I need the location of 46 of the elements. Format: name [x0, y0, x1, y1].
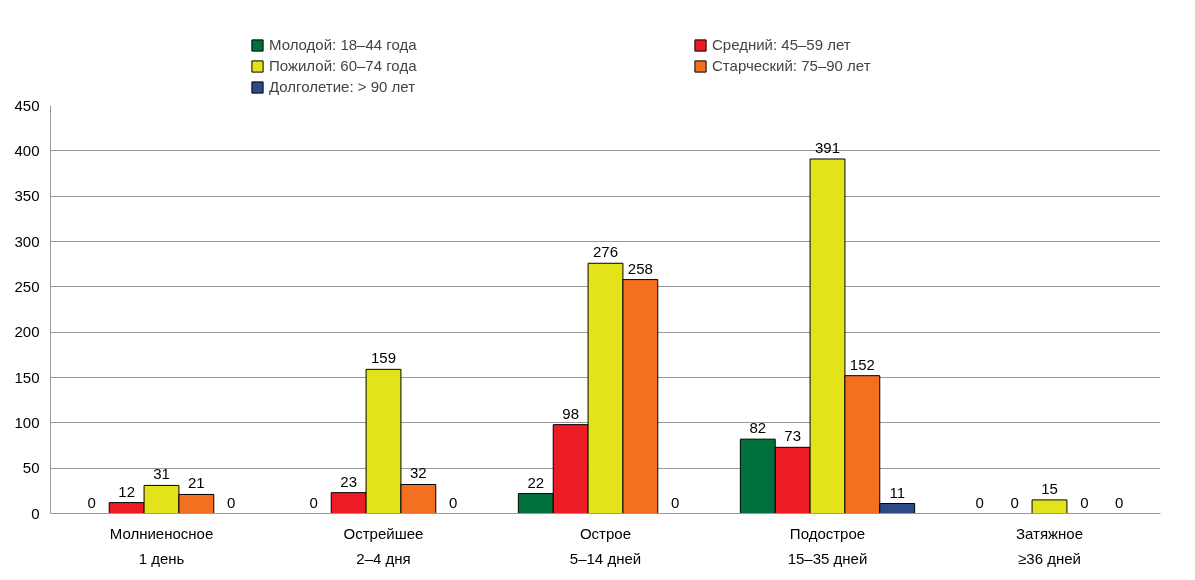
bar [1031, 499, 1068, 514]
y-tick-label: 50 [22, 459, 40, 477]
y-tick-label: 350 [14, 187, 40, 205]
data-label: 258 [627, 259, 653, 277]
y-tick-label: 300 [14, 232, 40, 250]
data-label: 391 [814, 138, 841, 156]
legend-label: Старческий: 75–90 лет [712, 57, 872, 74]
x-tick-label: Затяжное ≥36 дней [1015, 524, 1084, 567]
data-label: 0 [1080, 493, 1089, 511]
data-label: 0 [227, 493, 236, 511]
data-label: 73 [784, 427, 801, 445]
x-tick-label: Молниеносное 1 день [109, 524, 214, 567]
data-label: 22 [527, 473, 545, 491]
data-label: 276 [592, 243, 619, 261]
data-label: 152 [849, 355, 875, 373]
data-label: 82 [749, 419, 767, 437]
data-label: 0 [671, 493, 680, 511]
data-label: 0 [975, 493, 984, 511]
data-label: 11 [889, 483, 905, 501]
x-tick-label: Подострое 15–35 дней [787, 524, 868, 567]
y-tick-label: 400 [14, 141, 40, 159]
data-label: 98 [562, 404, 579, 422]
data-label: 0 [1115, 493, 1124, 511]
data-label: 12 [118, 482, 135, 500]
data-label: 0 [309, 493, 318, 511]
legend-label: Молодой: 18–44 года [269, 36, 418, 53]
y-tick-label: 100 [14, 413, 40, 431]
data-label: 0 [87, 493, 96, 511]
x-tick-label: Острейшее 2–4 дня [343, 524, 424, 567]
legend-label: Средний: 45–59 лет [712, 36, 852, 53]
x-tick-label: Острое 5–14 дней [569, 524, 642, 567]
y-tick-label: 0 [31, 504, 40, 522]
data-label: 31 [153, 465, 170, 483]
data-label: 32 [410, 464, 427, 482]
data-label: 0 [449, 493, 458, 511]
y-tick-label: 150 [14, 368, 40, 386]
data-label: 159 [370, 349, 397, 367]
legend-label: Долголетие: > 90 лет [269, 78, 416, 95]
data-label: 21 [188, 474, 205, 492]
y-tick-label: 250 [14, 277, 40, 295]
data-label: 23 [340, 472, 357, 490]
legend-label: Пожилой: 60–74 года [269, 57, 418, 74]
data-label: 15 [1041, 479, 1058, 497]
y-tick-label: 200 [14, 323, 40, 341]
data-label: 0 [1010, 493, 1019, 511]
y-tick-label: 450 [14, 96, 40, 114]
